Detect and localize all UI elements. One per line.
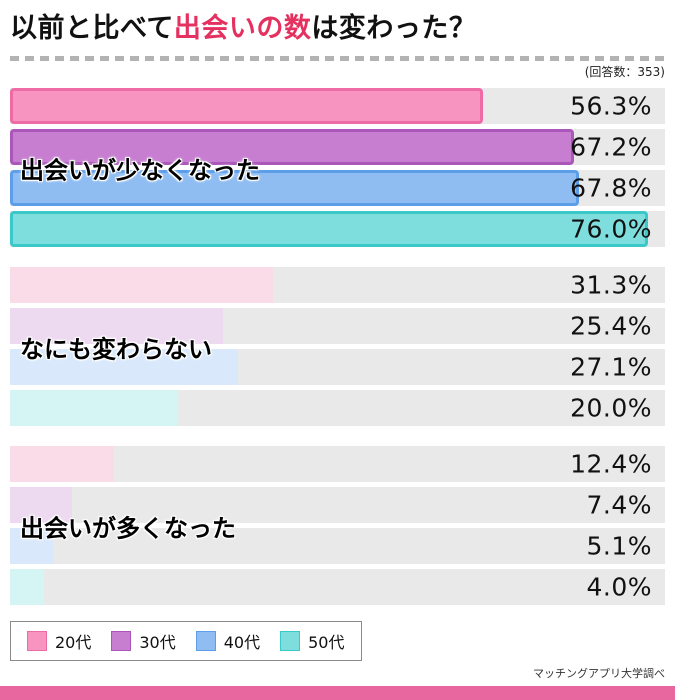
value-label: 56.3% — [570, 91, 652, 121]
bar-segment-40代 — [10, 349, 238, 385]
value-label: 4.0% — [586, 572, 652, 602]
group-label: 出会いが多くなった — [20, 514, 236, 542]
legend-swatch — [111, 631, 132, 651]
bar-segment-50代 — [10, 390, 178, 426]
bar-segment-40代 — [10, 528, 53, 564]
bar-track: 76.0% — [10, 211, 665, 247]
group-label: なにも変わらない — [20, 335, 212, 363]
page-title: 以前と比べて出会いの数は変わった？ — [10, 12, 665, 46]
bar-track: 7.4% — [10, 487, 665, 523]
bar-track: 12.4% — [10, 446, 665, 482]
bar-group: 12.4% 7.4% 5.1% 4.0% 出会いが多くなった — [10, 446, 665, 605]
value-label: 76.0% — [570, 214, 652, 244]
bar-segment-50代 — [10, 211, 649, 247]
legend-item: 50代 — [280, 629, 345, 653]
group-label: 出会いが少なくなった — [20, 156, 260, 184]
bar-track: 20.0% — [10, 390, 665, 426]
bar-segment-30代 — [10, 308, 224, 344]
legend-label: 30代 — [139, 633, 176, 652]
bar-chart: 56.3% 67.2% 67.8% 76.0% 出会いが少なくなった 31.3% 25.4%… — [10, 88, 665, 605]
legend-swatch — [27, 631, 47, 651]
bar-track: 67.8% — [10, 170, 665, 206]
dashed-divider — [10, 56, 665, 61]
response-count: (回答数：353) — [584, 65, 665, 79]
bar-segment-30代 — [10, 487, 73, 523]
bar-track: 4.0% — [10, 569, 665, 605]
legend-label: 20代 — [55, 633, 92, 652]
legend-swatch — [195, 631, 216, 651]
bar-segment-20代 — [10, 267, 273, 303]
value-label: 5.1% — [586, 531, 652, 561]
value-label: 67.8% — [570, 173, 652, 203]
bar-segment-20代 — [10, 446, 115, 482]
value-label: 27.1% — [570, 352, 652, 382]
value-label: 31.3% — [570, 270, 652, 300]
legend-item: 30代 — [111, 629, 176, 653]
bar-track: 27.1% — [10, 349, 665, 385]
bar-segment-50代 — [10, 569, 44, 605]
value-label: 20.0% — [570, 393, 652, 423]
bar-track: 5.1% — [10, 528, 665, 564]
legend: 20代 30代 40代 50代 — [10, 621, 362, 661]
legend-label: 40代 — [223, 633, 261, 652]
title-highlight: 出会いの数 — [173, 13, 312, 44]
bar-track: 67.2% — [10, 129, 665, 165]
value-label: 12.4% — [570, 449, 652, 479]
value-label: 25.4% — [570, 311, 652, 341]
bar-group: 56.3% 67.2% 67.8% 76.0% 出会いが少なくなった — [10, 88, 665, 247]
value-label: 7.4% — [586, 490, 652, 520]
source-credit: マッチングアプリ大学調べ — [533, 667, 665, 680]
bar-segment-40代 — [10, 170, 580, 206]
bar-track: 25.4% — [10, 308, 665, 344]
legend-swatch — [280, 631, 301, 651]
value-label: 67.2% — [570, 132, 652, 162]
bar-track: 56.3% — [10, 88, 665, 124]
title-suffix: は変わった？ — [311, 13, 477, 44]
bar-segment-30代 — [10, 129, 575, 165]
footer-bar — [0, 686, 675, 700]
legend-item: 40代 — [195, 629, 261, 653]
legend-item: 20代 — [27, 629, 91, 653]
title-prefix: 以前と比べて — [10, 13, 174, 44]
bar-track: 31.3% — [10, 267, 665, 303]
legend-label: 50代 — [308, 633, 345, 652]
bar-group: 31.3% 25.4% 27.1% 20.0% なにも変わらない — [10, 267, 665, 426]
bar-segment-20代 — [10, 88, 483, 124]
